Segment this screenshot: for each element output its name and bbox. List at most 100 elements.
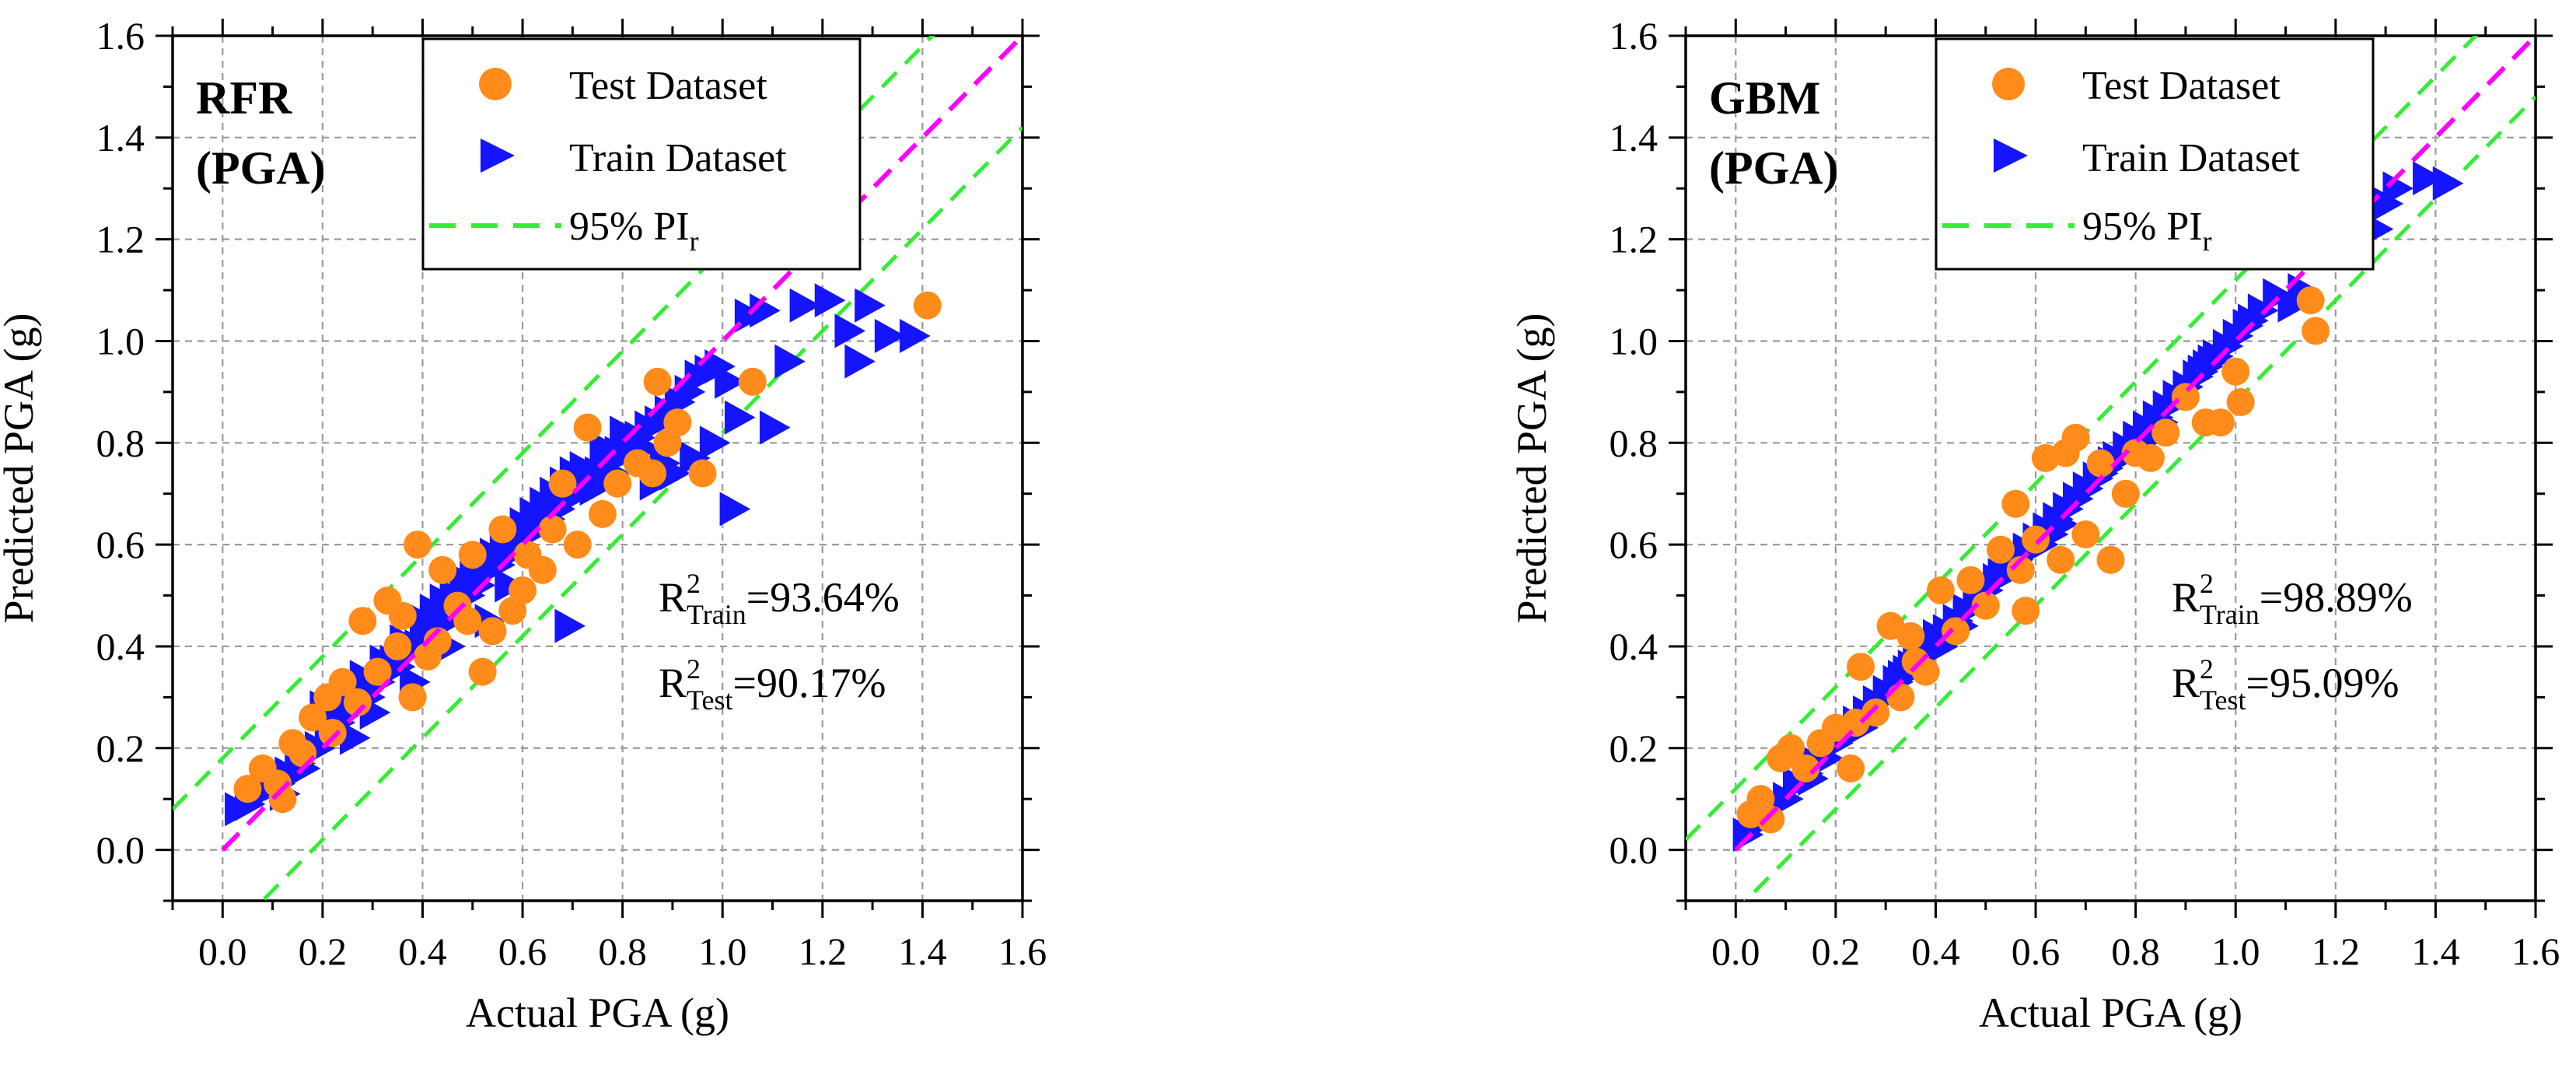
test-point xyxy=(688,459,717,488)
legend-train-label: Train Dataset xyxy=(2082,136,2300,180)
test-point xyxy=(573,413,602,442)
x-tick-label: 1.0 xyxy=(698,930,747,973)
legend-test-marker xyxy=(1992,68,2025,100)
test-point xyxy=(2012,597,2040,625)
x-tick-label: 0.0 xyxy=(1711,930,1760,973)
test-point xyxy=(343,688,372,716)
test-point xyxy=(1756,805,1785,834)
train-point xyxy=(2382,171,2414,206)
train-point xyxy=(610,415,641,450)
y-tick-label: 1.2 xyxy=(1610,218,1658,261)
test-point xyxy=(2051,439,2080,467)
legend-pi-sub: r xyxy=(2203,226,2212,257)
panel-label-target: (PGA) xyxy=(1709,142,1839,194)
test-point xyxy=(1901,647,1930,676)
y-tick-label: 1.0 xyxy=(96,319,145,362)
train-point xyxy=(704,349,736,384)
y-tick-label: 0.4 xyxy=(1610,625,1658,668)
y-tick-label: 0.0 xyxy=(96,828,145,872)
pi-upper-line xyxy=(1686,36,2479,842)
test-point xyxy=(404,530,432,559)
pi-lower-line xyxy=(1742,95,2536,901)
test-point xyxy=(1896,622,1925,650)
y-tick-label: 1.4 xyxy=(96,116,145,159)
data-layer xyxy=(1686,36,2536,901)
test-point xyxy=(299,703,327,732)
plot-frame xyxy=(171,34,1024,902)
test-point xyxy=(383,632,412,660)
test-point xyxy=(1926,576,1955,604)
test-point xyxy=(2022,525,2050,554)
axis-ticks xyxy=(156,19,1040,918)
legend: Test Dataset Train Dataset 95% PIr xyxy=(1935,37,2375,271)
stat-test: R2 Test=95.09% xyxy=(2172,653,2399,716)
test-point xyxy=(538,515,567,544)
stat-test-value: =90.17% xyxy=(733,660,886,706)
stat-test-value: =95.09% xyxy=(2246,660,2399,706)
train-point xyxy=(519,496,551,531)
legend-test-label: Test Dataset xyxy=(2082,64,2281,108)
test-point xyxy=(458,541,487,569)
test-point xyxy=(643,367,672,396)
y-axis-title: Predicted PGA (g) xyxy=(1508,313,1555,624)
stat-train-sub: Train xyxy=(687,599,746,630)
stat-test-sub: Test xyxy=(687,685,732,716)
test-point xyxy=(509,576,537,604)
test-point xyxy=(1837,754,1865,783)
train-point xyxy=(1928,629,1959,664)
train-point xyxy=(844,344,876,379)
chart-panel-rfr: 0.0 0.2 0.4 0.6 0.8 1.0 1.2 1.4 1.6 0.0 0.2 0.4 0.6 0… xyxy=(0,14,1047,1036)
y-tick-label: 1.6 xyxy=(96,14,145,58)
x-axis-title: Actual PGA (g) xyxy=(466,989,729,1036)
y-tick-label: 1.0 xyxy=(1610,319,1658,362)
test-point xyxy=(1987,535,2015,564)
test-point xyxy=(268,785,297,814)
y-tick-label: 0.8 xyxy=(96,421,145,464)
stat-test-sup: 2 xyxy=(687,653,701,685)
y-tick-label: 0.8 xyxy=(1610,421,1658,464)
train-point xyxy=(2413,161,2444,196)
ideal-line xyxy=(1734,36,2536,852)
test-point xyxy=(2296,286,2325,315)
stat-test-r: R xyxy=(2172,660,2200,706)
test-point xyxy=(1847,653,1875,681)
x-tick-label: 1.6 xyxy=(2511,930,2560,973)
y-tick-label: 1.6 xyxy=(1610,14,1658,58)
train-point xyxy=(760,410,791,445)
test-point xyxy=(528,555,557,584)
test-point xyxy=(478,617,507,646)
stat-train-sup: 2 xyxy=(2200,568,2214,599)
train-point xyxy=(479,538,511,573)
train-point xyxy=(789,288,821,323)
x-tick-label: 1.2 xyxy=(2312,930,2361,973)
x-tick-label: 0.6 xyxy=(2012,930,2060,973)
stat-test-sub: Test xyxy=(2200,685,2246,716)
train-point xyxy=(855,288,886,323)
train-point xyxy=(339,720,371,755)
test-point xyxy=(588,499,617,528)
train-point xyxy=(725,400,756,435)
test-point xyxy=(2086,449,2115,478)
test-point xyxy=(663,408,692,437)
x-tick-label: 0.2 xyxy=(1812,930,1861,973)
x-tick-label: 0.4 xyxy=(398,930,447,973)
x-tick-label: 0.4 xyxy=(1911,930,1960,973)
y-tick-label: 1.2 xyxy=(96,218,145,261)
test-point xyxy=(2006,555,2035,584)
y-tick-label: 0.2 xyxy=(1610,727,1658,770)
stat-train-value: =98.89% xyxy=(2260,574,2413,621)
chart-panel-gbm: 0.0 0.2 0.4 0.6 0.8 1.0 1.2 1.4 1.6 0.0 0.2 0.4 0.6 0… xyxy=(1508,14,2560,1036)
train-point xyxy=(719,492,751,527)
test-point xyxy=(2302,317,2330,345)
axis-ticks xyxy=(1669,19,2553,918)
test-point xyxy=(2111,479,2140,508)
test-point xyxy=(423,627,452,656)
stat-test-sup: 2 xyxy=(2200,653,2214,685)
legend-pi-label: 95% PIr xyxy=(569,205,699,257)
train-point xyxy=(554,608,586,643)
train-point xyxy=(715,364,746,399)
x-tick-label: 1.4 xyxy=(2411,930,2460,973)
y-tick-label: 0.6 xyxy=(1610,523,1658,566)
x-tick-label: 0.8 xyxy=(598,930,647,973)
